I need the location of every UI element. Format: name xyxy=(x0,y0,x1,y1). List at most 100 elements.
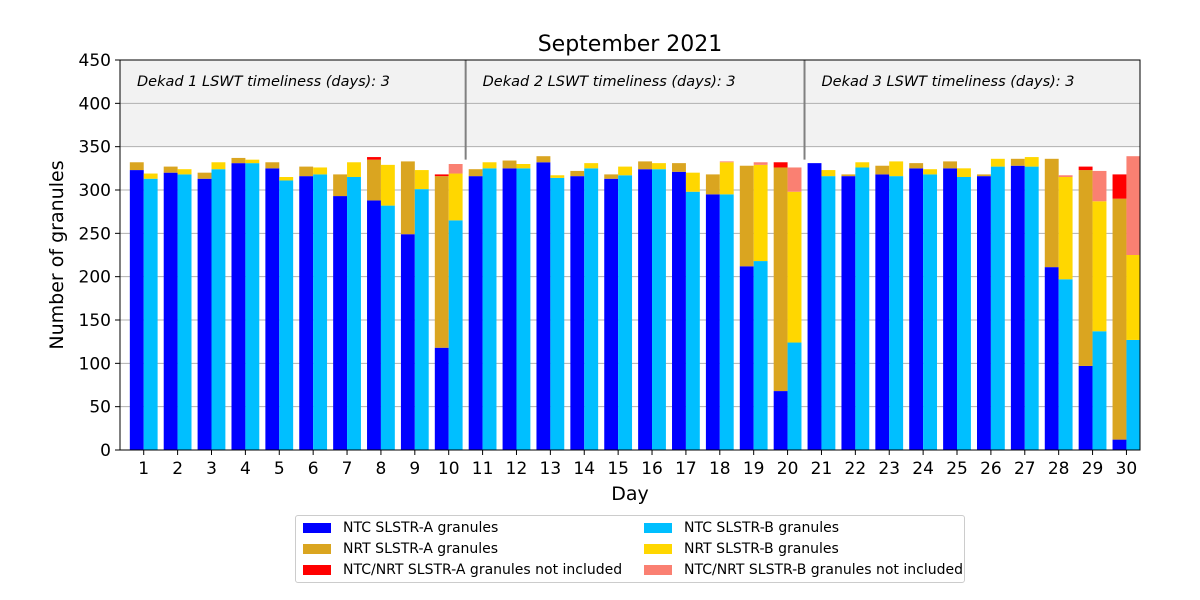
bar-nrt-slstr-b-granules-day-19 xyxy=(753,164,768,262)
x-tick-label: 21 xyxy=(811,459,833,479)
bar-nrt-slstr-a-granules-day-30 xyxy=(1112,198,1127,440)
x-tick-label: 14 xyxy=(573,459,595,479)
bar-ntc-slstr-b-granules-day-8 xyxy=(380,205,395,450)
bar-nrt-slstr-a-granules-day-28 xyxy=(1044,158,1059,268)
dekad-annotation-2: Dekad 2 LSWT timeliness (days): 3 xyxy=(483,74,736,90)
bar-nrt-slstr-b-granules-day-22 xyxy=(855,162,870,168)
x-tick-label: 2 xyxy=(172,459,183,479)
x-tick-label: 26 xyxy=(980,459,1002,479)
x-tick-label: 12 xyxy=(506,459,528,479)
bar-nrt-slstr-a-granules-day-23 xyxy=(875,165,890,175)
bar-ntc-slstr-b-granules-day-26 xyxy=(990,166,1005,450)
bar-ntc-slstr-b-granules-day-18 xyxy=(719,194,734,450)
bar-ntc-nrt-slstr-a-granules-not-included-day-10 xyxy=(434,174,449,177)
bar-ntc-slstr-a-granules-day-20 xyxy=(773,391,788,450)
x-tick-label: 22 xyxy=(845,459,867,479)
x-tick-label: 5 xyxy=(274,459,285,479)
x-tick-label: 1 xyxy=(138,459,149,479)
y-tick-label: 250 xyxy=(79,224,111,244)
bar-nrt-slstr-b-granules-day-14 xyxy=(584,163,599,169)
x-axis-label: Day xyxy=(611,483,649,505)
bar-ntc-slstr-a-granules-day-16 xyxy=(638,169,653,450)
legend-swatch xyxy=(303,544,331,554)
bar-ntc-slstr-a-granules-day-26 xyxy=(977,176,991,450)
legend-item: NTC SLSTR-B granules xyxy=(644,518,839,538)
bar-ntc-slstr-b-granules-day-10 xyxy=(448,220,463,450)
bar-ntc-slstr-a-granules-day-28 xyxy=(1044,267,1059,450)
bar-nrt-slstr-a-granules-day-29 xyxy=(1078,170,1093,366)
y-tick-label: 200 xyxy=(79,268,111,288)
bar-nrt-slstr-a-granules-day-5 xyxy=(265,162,280,169)
bar-nrt-slstr-a-granules-day-17 xyxy=(672,163,686,172)
bar-ntc-nrt-slstr-b-granules-not-included-day-20 xyxy=(787,167,802,192)
bar-nrt-slstr-b-granules-day-30 xyxy=(1126,255,1141,340)
bar-ntc-slstr-b-granules-day-2 xyxy=(177,174,192,450)
bar-ntc-slstr-a-granules-day-3 xyxy=(197,178,212,450)
bars xyxy=(129,156,1141,451)
bar-nrt-slstr-b-granules-day-11 xyxy=(482,162,497,169)
bar-nrt-slstr-b-granules-day-7 xyxy=(347,162,361,177)
legend-label: NRT SLSTR-A granules xyxy=(343,541,499,557)
bar-nrt-slstr-b-granules-day-18 xyxy=(719,162,734,195)
bar-nrt-slstr-a-granules-day-24 xyxy=(909,163,924,169)
bar-ntc-nrt-slstr-b-granules-not-included-day-28 xyxy=(1058,175,1073,177)
bar-ntc-slstr-a-granules-day-8 xyxy=(367,200,381,450)
bar-nrt-slstr-a-granules-day-13 xyxy=(536,156,551,163)
legend-swatch xyxy=(644,565,672,575)
bar-nrt-slstr-b-granules-day-9 xyxy=(414,170,429,190)
bar-nrt-slstr-a-granules-day-12 xyxy=(502,160,517,169)
bar-ntc-slstr-a-granules-day-2 xyxy=(163,172,178,450)
x-tick-label: 29 xyxy=(1082,459,1104,479)
bar-ntc-slstr-b-granules-day-16 xyxy=(652,169,666,450)
bar-ntc-slstr-b-granules-day-12 xyxy=(516,168,531,451)
x-tick-label: 10 xyxy=(438,459,460,479)
dekad-annotation-3: Dekad 3 LSWT timeliness (days): 3 xyxy=(822,74,1075,90)
bar-nrt-slstr-b-granules-day-27 xyxy=(1024,157,1039,167)
bar-ntc-slstr-a-granules-day-4 xyxy=(231,163,246,450)
bar-ntc-slstr-b-granules-day-21 xyxy=(821,176,836,450)
bar-nrt-slstr-a-granules-day-8 xyxy=(367,159,381,201)
bar-ntc-slstr-b-granules-day-22 xyxy=(855,167,870,450)
bar-ntc-slstr-a-granules-day-1 xyxy=(129,170,144,451)
bar-nrt-slstr-b-granules-day-4 xyxy=(245,159,260,164)
x-tick-label: 25 xyxy=(946,459,968,479)
bar-nrt-slstr-b-granules-day-25 xyxy=(957,168,971,177)
bar-ntc-slstr-a-granules-day-18 xyxy=(705,194,720,450)
bar-nrt-slstr-b-granules-day-10 xyxy=(448,173,463,221)
bar-ntc-slstr-b-granules-day-5 xyxy=(279,180,294,450)
x-tick-label: 20 xyxy=(777,459,799,479)
y-tick-label: 0 xyxy=(100,441,111,461)
legend-swatch xyxy=(303,565,331,575)
bar-nrt-slstr-a-granules-day-20 xyxy=(773,167,788,392)
legend-label: NTC/NRT SLSTR-B granules not included xyxy=(684,562,963,578)
y-tick-label: 300 xyxy=(79,181,111,201)
bar-ntc-nrt-slstr-b-granules-not-included-day-19 xyxy=(753,162,768,165)
bar-nrt-slstr-a-granules-day-7 xyxy=(333,174,348,197)
y-axis-label: Number of granules xyxy=(46,160,68,349)
y-tick-label: 350 xyxy=(79,138,111,158)
bar-ntc-slstr-b-granules-day-4 xyxy=(245,163,260,450)
bar-ntc-slstr-b-granules-day-1 xyxy=(143,178,158,450)
x-tick-label: 13 xyxy=(540,459,562,479)
bar-ntc-slstr-b-granules-day-7 xyxy=(347,177,361,450)
bar-nrt-slstr-a-granules-day-14 xyxy=(570,170,585,177)
y-tick-label: 150 xyxy=(79,311,111,331)
y-axis: 0 50 100 150 200 250 300 350 400 450 xyxy=(79,51,120,461)
y-tick-label: 100 xyxy=(79,354,111,374)
x-tick-label: 23 xyxy=(878,459,900,479)
bar-ntc-slstr-a-granules-day-29 xyxy=(1078,365,1093,450)
bar-ntc-slstr-a-granules-day-19 xyxy=(739,266,754,450)
bar-nrt-slstr-a-granules-day-4 xyxy=(231,157,246,164)
bar-ntc-slstr-b-granules-day-28 xyxy=(1058,279,1073,450)
bar-ntc-slstr-a-granules-day-6 xyxy=(299,176,314,450)
bar-ntc-slstr-a-granules-day-24 xyxy=(909,168,924,451)
legend-swatch xyxy=(644,523,672,533)
legend-label: NTC SLSTR-A granules xyxy=(343,520,499,536)
legend-label: NTC SLSTR-B granules xyxy=(684,520,840,536)
bar-ntc-slstr-b-granules-day-29 xyxy=(1092,331,1107,450)
bar-ntc-nrt-slstr-b-granules-not-included-day-30 xyxy=(1126,156,1141,255)
x-tick-label: 8 xyxy=(376,459,387,479)
bar-nrt-slstr-b-granules-day-12 xyxy=(516,164,531,169)
bar-nrt-slstr-a-granules-day-2 xyxy=(163,166,178,173)
bar-ntc-nrt-slstr-b-granules-not-included-day-10 xyxy=(448,164,463,174)
